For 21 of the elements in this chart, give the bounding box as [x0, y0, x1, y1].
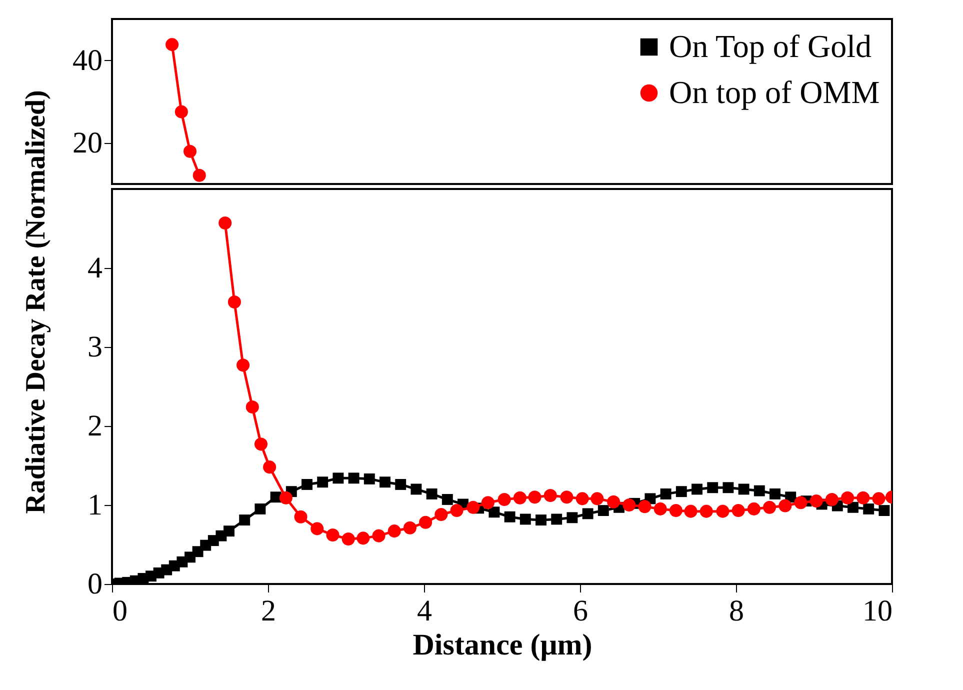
y-tick-label: 4	[88, 252, 102, 284]
y-tick-label: 1	[88, 488, 102, 522]
x-tick-label: 8	[729, 594, 744, 628]
y-tick-label: 2	[88, 410, 102, 442]
y-tick-label: 3	[88, 330, 102, 364]
y-tick-label: 20	[72, 126, 102, 160]
point	[192, 168, 206, 182]
legend-label: On Top of Gold	[669, 28, 872, 64]
point	[166, 38, 179, 52]
x-axis-title: Distance (μm)	[412, 628, 592, 662]
x-tick-label: 4	[417, 594, 432, 628]
x-tick-label: 2	[261, 594, 276, 628]
x-tick-label: 10	[862, 594, 892, 628]
point	[183, 144, 197, 158]
x-tick-label: 6	[573, 594, 588, 628]
legend-label: On top of OMM	[669, 74, 880, 110]
x-tick-label: 0	[112, 594, 128, 628]
y-axis-title: Radiative Decay Rate (Normalized)	[20, 90, 52, 514]
point	[174, 105, 188, 118]
y-tick-label: 0	[88, 568, 102, 600]
y-tick-label: 40	[72, 44, 102, 77]
